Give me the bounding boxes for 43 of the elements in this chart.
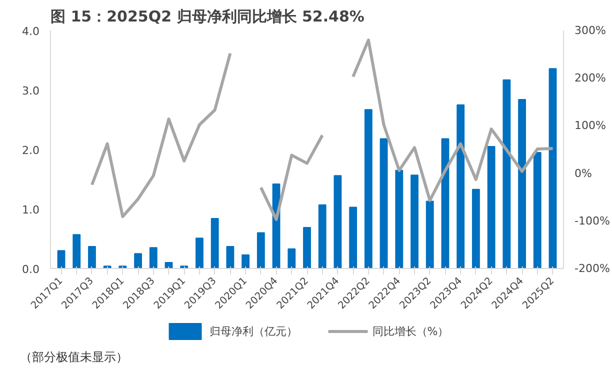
- bar: [395, 170, 404, 268]
- bar: [88, 246, 96, 268]
- y-tick-label: 1.0: [22, 204, 40, 216]
- bar: [149, 247, 158, 268]
- bar: [487, 146, 496, 268]
- chart-title: 图 15：2025Q2 归母净利同比增长 52.48%: [50, 8, 364, 26]
- bar: [334, 175, 342, 268]
- bar: [134, 253, 142, 268]
- legend-label: 同比增长（%）: [372, 324, 449, 338]
- bar: [441, 138, 450, 268]
- bar: [380, 138, 388, 268]
- y2-tick-label: 100%: [574, 119, 606, 132]
- bar: [256, 232, 265, 268]
- y-tick-label: 3.0: [22, 84, 40, 98]
- bar: [303, 226, 311, 268]
- bar: [288, 248, 296, 268]
- bar: [349, 206, 358, 268]
- legend-label: 归母净利（亿元）: [209, 324, 298, 338]
- bar: [502, 79, 511, 268]
- bar: [318, 204, 326, 268]
- bar: [364, 109, 372, 268]
- y-tick-label: 4.0: [22, 25, 40, 38]
- bar: [472, 188, 480, 268]
- bar: [242, 254, 250, 268]
- bar: [72, 234, 81, 268]
- bar: [533, 152, 542, 268]
- bar: [196, 238, 204, 268]
- bar: [410, 174, 418, 268]
- y2-tick-label: 300%: [574, 24, 606, 37]
- y-tick-label: 2.0: [22, 144, 40, 157]
- bar: [518, 99, 526, 268]
- bar: [548, 68, 557, 268]
- y2-tick-label: -200%: [574, 262, 610, 275]
- y2-tick-label: 200%: [574, 72, 606, 85]
- bar: [426, 200, 434, 268]
- bar: [456, 104, 465, 268]
- bar: [210, 218, 219, 268]
- text: （部分极值未显示）: [20, 349, 128, 366]
- bar: [57, 250, 66, 268]
- y2-tick-label: -100%: [574, 214, 610, 228]
- y-tick-label: 0.0: [22, 263, 40, 276]
- bar: [226, 246, 234, 268]
- y2-tick-label: 0%: [574, 166, 592, 180]
